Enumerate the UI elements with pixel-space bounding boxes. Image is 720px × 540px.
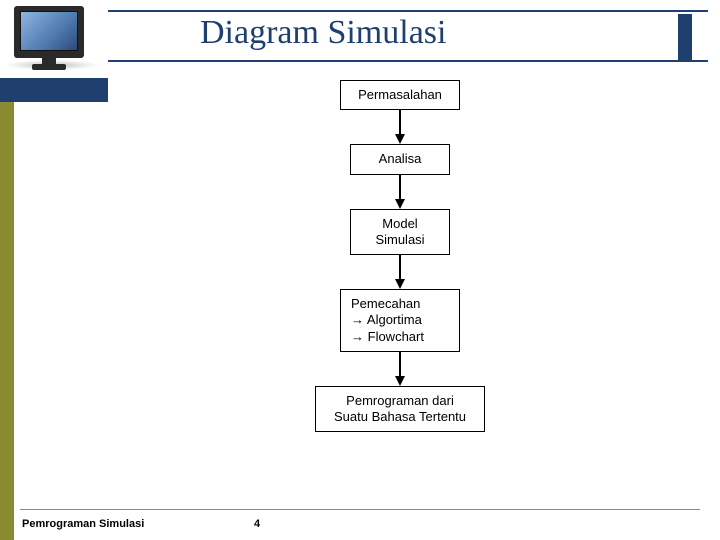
sidebar-blue-bar xyxy=(0,78,108,102)
flow-arrow-n2-n3 xyxy=(250,175,550,209)
header-rule-top xyxy=(108,10,708,12)
flow-arrow-n1-n2 xyxy=(250,110,550,144)
flowchart: Permasalahan Analisa ModelSimulasi Pemecaha… xyxy=(250,80,550,432)
monitor-icon xyxy=(4,2,100,72)
flow-node-n3: ModelSimulasi xyxy=(350,209,450,256)
page-title: Diagram Simulasi xyxy=(200,14,446,52)
flow-node-n4: Pemecahan→ Algortima→ Flowchart xyxy=(340,289,460,352)
sidebar-olive-bar xyxy=(0,102,14,540)
flow-arrow-n4-n5 xyxy=(250,352,550,386)
footer-text: Pemrograman Simulasi xyxy=(22,518,144,530)
flow-node-n1: Permasalahan xyxy=(340,80,460,110)
header-accent-block xyxy=(678,14,692,60)
page-number: 4 xyxy=(254,518,260,530)
header-rule-bottom xyxy=(108,60,708,62)
footer-rule xyxy=(20,509,700,510)
flow-arrow-n3-n4 xyxy=(250,255,550,289)
flow-node-n2: Analisa xyxy=(350,144,450,174)
flow-node-n5: Pemrograman dariSuatu Bahasa Tertentu xyxy=(315,386,485,433)
